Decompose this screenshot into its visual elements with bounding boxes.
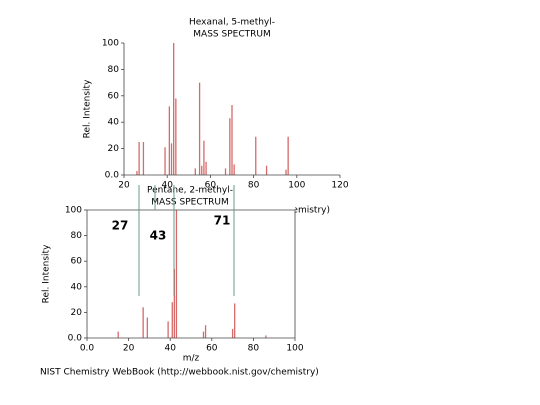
- y-axis-label: Rel. Intensity: [83, 79, 93, 138]
- x-tick-label: 60: [205, 181, 217, 191]
- x-tick-label: 40: [164, 344, 176, 354]
- chart-subtitle: MASS SPECTRUM: [151, 198, 228, 208]
- x-tick-label: 120: [331, 181, 348, 191]
- peak-annotation: 43: [150, 229, 167, 243]
- x-tick-label: 20: [118, 181, 130, 191]
- chart-title: Hexanal, 5-methyl-: [189, 18, 275, 28]
- y-tick-label: 0.0: [68, 334, 83, 344]
- x-tick-label: 80: [248, 344, 260, 354]
- peak-annotation: 71: [214, 214, 231, 228]
- y-tick-label: 100: [65, 206, 82, 216]
- x-tick-label: 40: [161, 181, 173, 191]
- peak-annotation: 27: [112, 219, 129, 233]
- x-tick-label: 80: [248, 181, 260, 191]
- footer: NIST Chemistry WebBook (http://webbook.n…: [40, 368, 319, 378]
- y-tick-label: 60: [108, 91, 120, 101]
- x-tick-label: 20: [123, 344, 135, 354]
- x-tick-label: 0.0: [80, 344, 95, 354]
- y-tick-label: 60: [71, 257, 83, 267]
- x-tick-label: 100: [288, 181, 305, 191]
- chart-title: Pentane, 2-methyl-: [147, 186, 233, 196]
- x-axis-label: m/z: [183, 354, 200, 364]
- x-tick-label: 100: [286, 344, 303, 354]
- leader-lines: [138, 185, 235, 296]
- y-tick-label: 20: [108, 144, 120, 154]
- y-tick-label: 40: [108, 118, 120, 128]
- y-tick-label: 40: [71, 282, 83, 292]
- y-tick-label: 80: [71, 231, 83, 241]
- y-tick-label: 100: [102, 39, 119, 49]
- y-tick-label: 20: [71, 308, 83, 318]
- y-tick-label: 0.0: [105, 171, 120, 181]
- y-axis-label: Rel. Intensity: [42, 244, 52, 303]
- chart-subtitle: MASS SPECTRUM: [193, 30, 270, 40]
- x-tick-label: 60: [206, 344, 218, 354]
- cover: [30, 203, 295, 348]
- y-tick-label: 80: [108, 65, 120, 75]
